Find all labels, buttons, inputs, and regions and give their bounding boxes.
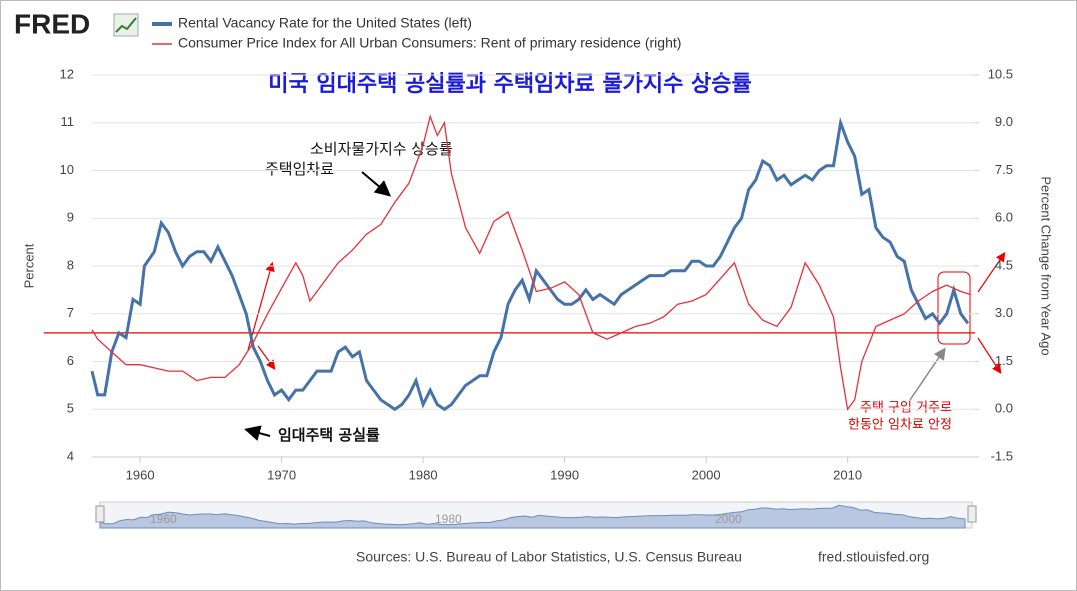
legend-label: Consumer Price Index for All Urban Consu… bbox=[178, 35, 681, 51]
navigator-label: 1960 bbox=[150, 512, 177, 526]
arrow bbox=[257, 345, 276, 370]
y2-tick-label: 7.5 bbox=[995, 162, 1013, 177]
y2-axis-label: Percent Change from Year Ago bbox=[1039, 176, 1054, 355]
arrow bbox=[244, 425, 271, 441]
y-tick-label: 7 bbox=[67, 305, 74, 320]
navigator-handle bbox=[967, 505, 977, 523]
x-tick-label: 1980 bbox=[409, 467, 438, 482]
y-tick-label: 6 bbox=[67, 353, 74, 368]
y-tick-label: 12 bbox=[60, 66, 74, 81]
arrow bbox=[977, 252, 1006, 293]
navigator-handle bbox=[95, 505, 105, 523]
y2-tick-label: 0.0 bbox=[995, 401, 1013, 416]
navigator-area bbox=[99, 504, 966, 529]
site: fred.stlouisfed.org bbox=[818, 549, 929, 565]
series-line bbox=[91, 114, 971, 411]
y2-tick-label: 9.0 bbox=[995, 114, 1013, 129]
y-tick-label: 5 bbox=[67, 401, 74, 416]
annotation: 한동안 임차료 안정 bbox=[848, 418, 952, 433]
x-tick-label: 2010 bbox=[833, 467, 862, 482]
highlight-box bbox=[937, 271, 971, 345]
sources: Sources: U.S. Bureau of Labor Statistics… bbox=[356, 549, 742, 565]
y-axis-label: Percent bbox=[21, 243, 36, 288]
y-tick-label: 4 bbox=[67, 448, 74, 463]
annotation: 주택임차료 bbox=[265, 160, 334, 178]
arrow bbox=[361, 171, 392, 197]
legend-label: Rental Vacancy Rate for the United State… bbox=[178, 15, 472, 31]
series-line bbox=[90, 116, 970, 412]
y-tick-label: 8 bbox=[67, 257, 74, 272]
x-tick-label: 1970 bbox=[267, 467, 296, 482]
logo-icon-line bbox=[115, 17, 137, 33]
y-tick-label: 9 bbox=[67, 210, 74, 225]
x-tick-label: 1990 bbox=[550, 467, 579, 482]
arrow bbox=[909, 347, 946, 401]
navigator-label: 2000 bbox=[715, 512, 742, 526]
navigator-label: 1980 bbox=[435, 512, 462, 526]
annotation: 임대주택 공실률 bbox=[278, 426, 380, 444]
y-tick-label: 11 bbox=[61, 114, 75, 129]
logo: FRED bbox=[14, 8, 90, 39]
y2-tick-label: 10.5 bbox=[988, 66, 1013, 81]
annotation: 주택 구입 거주로 bbox=[860, 401, 952, 416]
x-tick-label: 2000 bbox=[692, 467, 721, 482]
y2-tick-label: 3.0 bbox=[995, 305, 1013, 320]
x-tick-label: 1960 bbox=[126, 467, 155, 482]
logo-icon bbox=[113, 13, 139, 37]
annotation: 소비자물가지수 상승률 bbox=[310, 140, 453, 158]
y2-tick-label: -1.5 bbox=[991, 448, 1013, 463]
y-tick-label: 10 bbox=[60, 162, 74, 177]
y2-tick-label: 4.5 bbox=[995, 257, 1013, 272]
arrow bbox=[977, 337, 1002, 375]
y2-tick-label: 6.0 bbox=[995, 210, 1013, 225]
y2-tick-label: 1.5 bbox=[995, 353, 1013, 368]
